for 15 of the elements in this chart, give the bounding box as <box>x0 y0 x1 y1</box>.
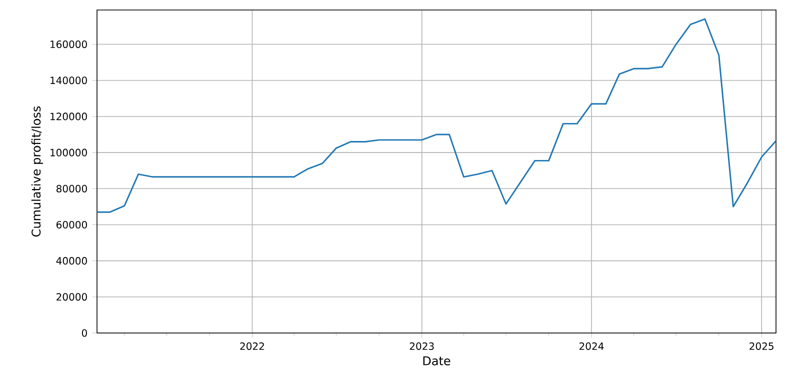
y-tick-label: 120000 <box>50 112 87 120</box>
x-tick-label: 2022 <box>240 342 264 350</box>
y-tick-label: 160000 <box>50 40 87 48</box>
y-tick-label: 20000 <box>56 293 87 301</box>
y-tick-label: 40000 <box>56 257 87 265</box>
y-tick-label: 140000 <box>50 76 87 84</box>
y-tick-label: 60000 <box>56 220 87 229</box>
y-tick-label: 0 <box>82 329 87 337</box>
y-tick-label: 100000 <box>50 148 87 156</box>
x-tick-label: 2025 <box>750 342 774 350</box>
x-axis-title: Date <box>423 356 450 366</box>
x-tick-label: 2024 <box>580 342 604 350</box>
y-axis-title: Cumulative profit/loss <box>31 106 43 237</box>
x-tick-label: 2023 <box>410 342 434 350</box>
y-tick-label: 80000 <box>56 184 87 192</box>
